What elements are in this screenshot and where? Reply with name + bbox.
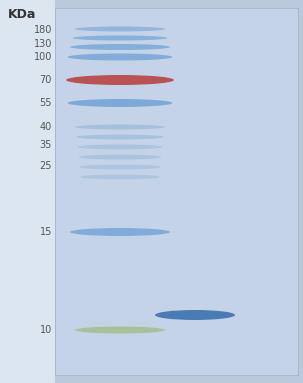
Ellipse shape	[68, 54, 172, 61]
Ellipse shape	[66, 75, 174, 85]
Ellipse shape	[75, 124, 165, 129]
Ellipse shape	[72, 36, 168, 41]
Text: 35: 35	[40, 140, 52, 150]
Ellipse shape	[68, 99, 172, 107]
FancyBboxPatch shape	[55, 8, 298, 375]
Ellipse shape	[76, 134, 164, 139]
Ellipse shape	[70, 228, 170, 236]
Ellipse shape	[79, 165, 161, 170]
Text: 15: 15	[40, 227, 52, 237]
Text: KDa: KDa	[8, 8, 36, 21]
Text: 70: 70	[40, 75, 52, 85]
Ellipse shape	[70, 44, 170, 50]
Text: 100: 100	[34, 52, 52, 62]
Ellipse shape	[78, 154, 161, 159]
Ellipse shape	[75, 326, 165, 334]
Text: 25: 25	[39, 161, 52, 171]
Text: 10: 10	[40, 325, 52, 335]
Ellipse shape	[78, 144, 162, 149]
FancyBboxPatch shape	[0, 0, 55, 383]
Ellipse shape	[80, 175, 160, 180]
Ellipse shape	[155, 310, 235, 320]
Text: 130: 130	[34, 39, 52, 49]
Text: 55: 55	[39, 98, 52, 108]
Text: 40: 40	[40, 122, 52, 132]
Ellipse shape	[75, 26, 165, 31]
Text: 180: 180	[34, 25, 52, 35]
